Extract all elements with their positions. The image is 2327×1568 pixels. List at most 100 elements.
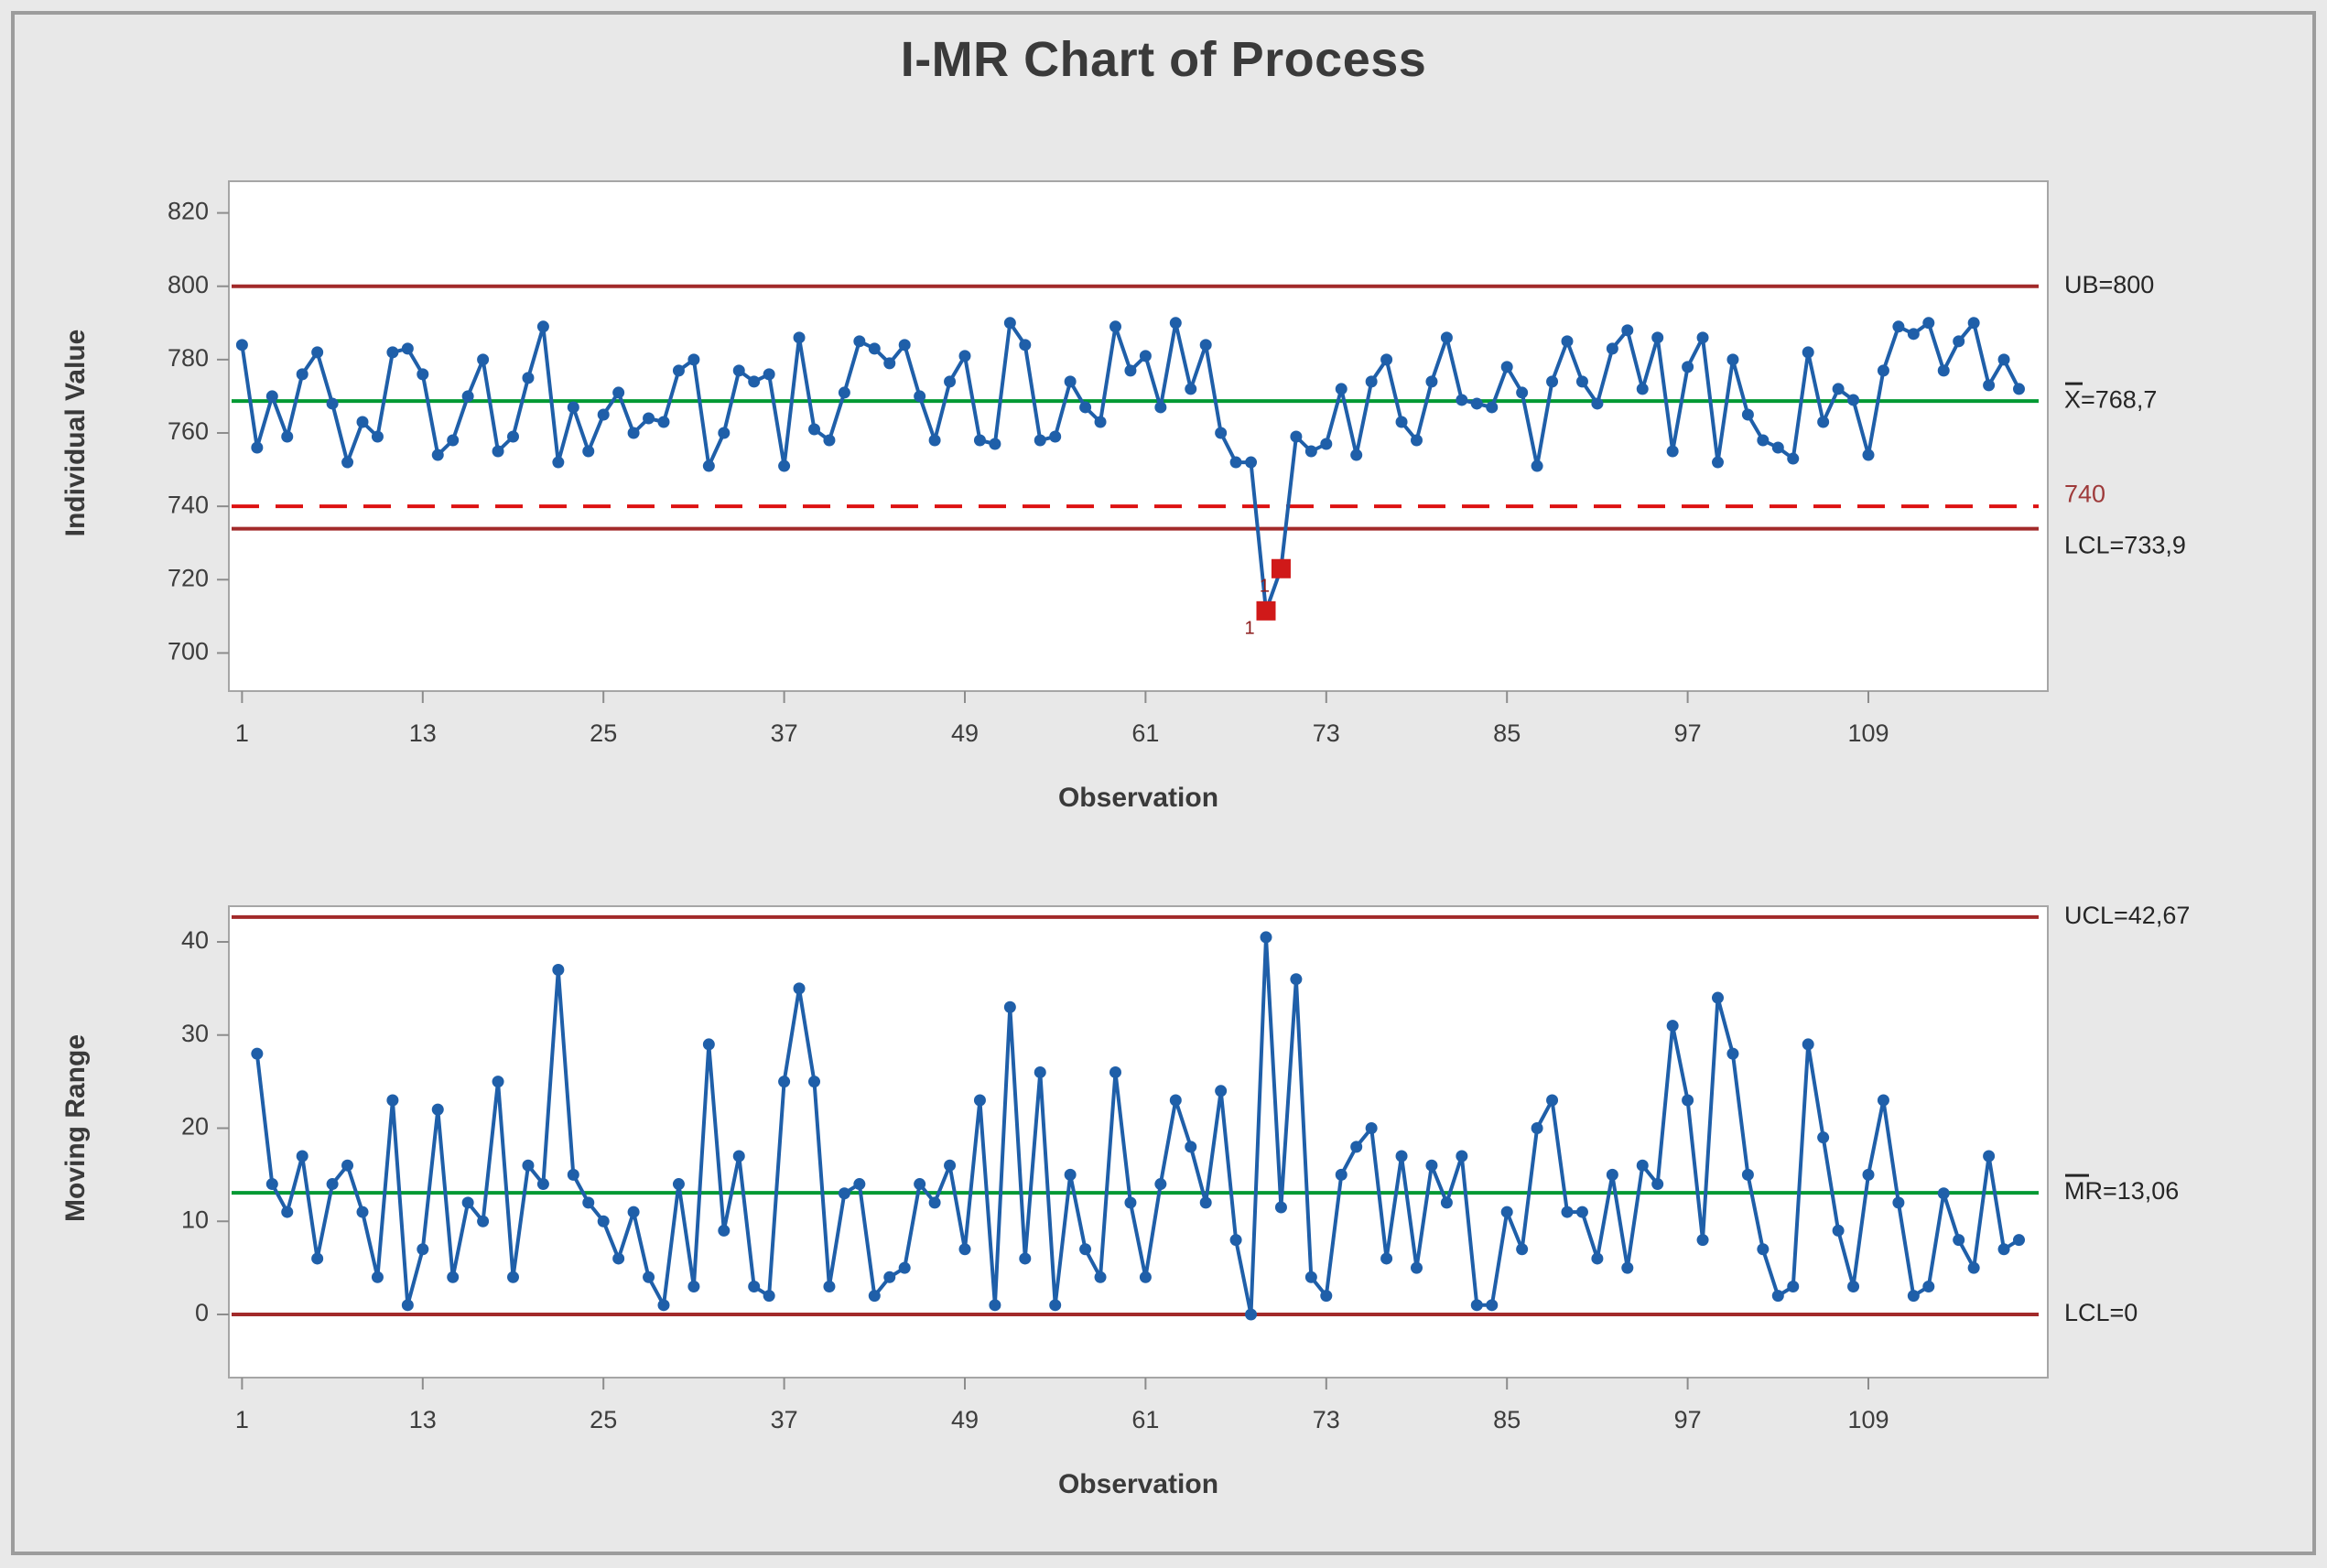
data-point: [1651, 331, 1664, 344]
data-point: [1787, 452, 1800, 465]
data-point: [763, 1290, 775, 1303]
data-point: [1215, 427, 1228, 439]
data-point: [1425, 1159, 1438, 1172]
data-point: [1139, 1271, 1152, 1283]
moving-range-chart-xlabel: Observation: [1058, 1469, 1218, 1499]
data-point: [1500, 1206, 1513, 1218]
data-point: [1245, 456, 1258, 469]
moving-range-chart-y-tick-label: 30: [181, 1020, 209, 1047]
data-point: [1440, 1196, 1453, 1209]
data-point: [989, 1299, 1001, 1312]
data-point: [1516, 1243, 1529, 1256]
chart-title: I-MR Chart of Process: [900, 32, 1427, 87]
out-of-control-point: [1271, 558, 1291, 579]
data-point: [1937, 1187, 1950, 1200]
individuals-chart-y-tick-label: 780: [168, 344, 209, 372]
data-point: [1516, 386, 1529, 399]
data-point: [1064, 1168, 1077, 1181]
data-point: [1862, 449, 1875, 461]
data-point: [914, 390, 926, 403]
data-point: [1636, 383, 1649, 395]
data-point: [1741, 408, 1754, 421]
data-point: [417, 1243, 429, 1256]
data-point: [1440, 331, 1453, 344]
data-point: [672, 1178, 685, 1191]
data-point: [898, 339, 911, 351]
data-point: [1229, 1234, 1242, 1247]
data-point: [868, 342, 881, 355]
data-point: [1290, 430, 1303, 443]
data-point: [2013, 1234, 2025, 1247]
data-point: [1682, 1094, 1694, 1107]
data-point: [1877, 364, 1889, 377]
data-point: [1456, 394, 1468, 406]
data-point: [1531, 1122, 1543, 1134]
data-point: [1802, 346, 1814, 359]
data-point: [1124, 1196, 1137, 1209]
data-point: [326, 397, 339, 410]
data-point: [1712, 456, 1724, 469]
individuals-chart-plot-area: [228, 180, 2049, 692]
data-point: [778, 460, 791, 472]
individuals-chart-y-tick-label: 800: [168, 271, 209, 298]
data-point: [1094, 416, 1107, 428]
data-point: [1169, 1094, 1182, 1107]
data-point: [944, 375, 957, 388]
data-point: [1034, 434, 1046, 447]
data-point: [793, 331, 806, 344]
data-point: [763, 368, 775, 381]
data-point: [386, 346, 399, 359]
data-point: [1696, 331, 1709, 344]
data-point: [1365, 1122, 1378, 1134]
data-point: [1606, 342, 1618, 355]
data-point: [1486, 1299, 1499, 1312]
data-point: [447, 434, 460, 447]
data-point: [944, 1159, 957, 1172]
data-point: [492, 1076, 504, 1088]
data-point: [643, 412, 655, 425]
data-point: [1425, 375, 1438, 388]
moving-range-chart-x-tick-label: 109: [1847, 1406, 1889, 1433]
data-point: [431, 449, 444, 461]
data-point: [973, 1094, 986, 1107]
data-point: [522, 372, 535, 384]
data-point: [1003, 317, 1016, 330]
test-failure-label: 1: [1260, 577, 1270, 597]
data-point: [1109, 320, 1121, 333]
data-point: [1892, 1196, 1905, 1209]
moving-range-chart-x-tick-label: 13: [409, 1406, 437, 1433]
data-point: [401, 1299, 414, 1312]
data-point: [1124, 364, 1137, 377]
data-point: [1817, 1131, 1830, 1144]
data-point: [1997, 353, 2010, 366]
data-point: [1847, 394, 1860, 406]
data-point: [371, 430, 384, 443]
test-failure-label: 1: [1244, 619, 1254, 639]
data-point: [567, 401, 579, 414]
moving-range-chart-refline-label: LCL=0: [2064, 1299, 2138, 1326]
data-point: [492, 445, 504, 458]
data-point: [1666, 445, 1679, 458]
data-point: [1290, 973, 1303, 986]
data-point: [296, 368, 308, 381]
data-point: [1907, 328, 1920, 341]
individuals-chart-y-tick-label: 720: [168, 564, 209, 591]
data-point: [567, 1168, 579, 1181]
data-point: [1019, 339, 1032, 351]
data-point: [612, 1252, 625, 1265]
data-point: [296, 1150, 308, 1162]
data-point: [1094, 1271, 1107, 1283]
data-point: [356, 416, 369, 428]
data-point: [341, 456, 354, 469]
data-point: [477, 1215, 490, 1227]
moving-range-chart-x-tick-label: 85: [1493, 1406, 1521, 1433]
data-point: [1335, 383, 1347, 395]
data-point: [1395, 416, 1408, 428]
data-point: [311, 346, 324, 359]
data-point: [1380, 1252, 1393, 1265]
moving-range-chart-y-tick-label: 40: [181, 926, 209, 954]
moving-range-chart-x-tick-label: 49: [951, 1406, 979, 1433]
data-point: [1862, 1168, 1875, 1181]
data-point: [1079, 1243, 1092, 1256]
individuals-chart-x-tick-label: 37: [771, 719, 798, 747]
